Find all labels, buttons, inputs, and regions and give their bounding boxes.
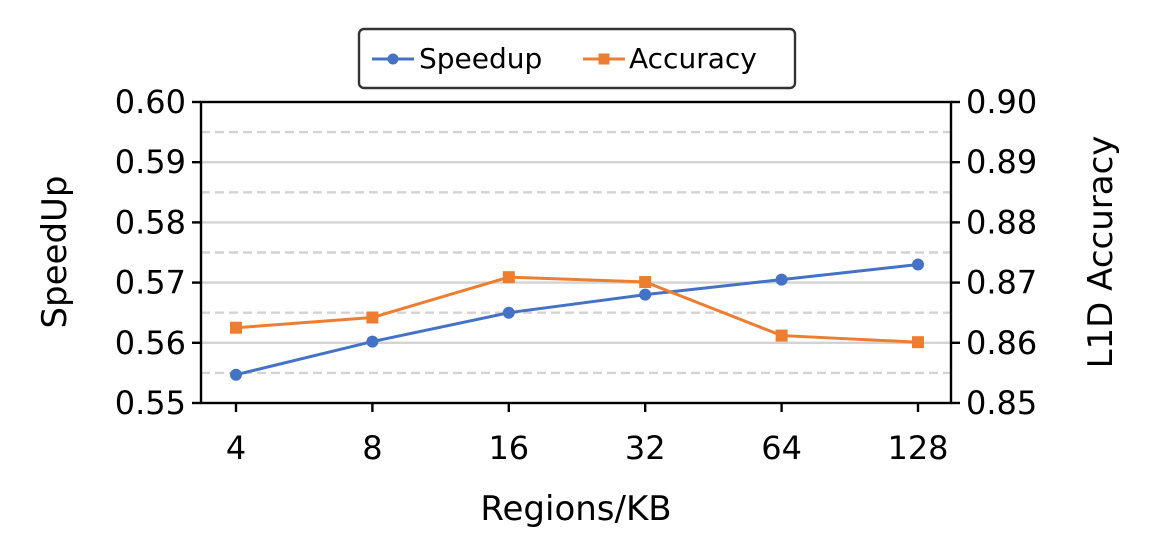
data-point-speedup <box>775 273 788 286</box>
x-tick-label: 8 <box>362 429 382 467</box>
left-y-tick-label: 0.55 <box>115 384 186 422</box>
data-point-speedup <box>502 306 515 319</box>
right-y-tick-label: 0.85 <box>966 384 1037 422</box>
left-y-tick-label: 0.57 <box>115 264 186 302</box>
right-y-tick-label: 0.86 <box>966 324 1037 362</box>
legend-accuracy-marker <box>598 53 610 65</box>
right-y-tick-label: 0.89 <box>966 143 1037 181</box>
legend-speedup-label: Speedup <box>419 42 542 75</box>
x-tick-label: 4 <box>226 429 246 467</box>
legend: Speedup Accuracy <box>357 27 797 90</box>
data-point-accuracy <box>912 336 924 349</box>
left-y-tick-label: 0.58 <box>115 203 186 241</box>
left-y-tick-label: 0.60 <box>115 83 186 121</box>
data-point-accuracy <box>502 271 515 284</box>
data-point-speedup <box>230 368 242 381</box>
series-line-speedup <box>235 263 919 377</box>
data-point-accuracy <box>230 321 242 334</box>
series-accuracy <box>230 271 924 349</box>
x-axis-title: Regions/KB <box>480 489 671 529</box>
left-y-axis-title: SpeedUp <box>35 175 75 328</box>
series-layer <box>230 258 924 381</box>
x-tick-label: 32 <box>625 429 666 467</box>
right-y-tick-label: 0.88 <box>966 203 1037 241</box>
right-y-tick-label: 0.90 <box>966 83 1037 121</box>
data-point-accuracy <box>775 329 788 342</box>
grid <box>201 130 951 375</box>
data-point-speedup <box>366 335 379 348</box>
left-y-tick-label: 0.56 <box>115 324 186 362</box>
data-point-speedup <box>912 258 924 271</box>
series-line-accuracy <box>235 275 919 344</box>
right-y-tick-label: 0.87 <box>966 264 1037 302</box>
data-point-accuracy <box>366 311 379 324</box>
data-point-speedup <box>639 288 652 301</box>
legend-speedup-marker <box>387 53 399 65</box>
axes: 0.55 0.56 0.57 0.58 0.59 0.60 0.85 0.86 0.87 0.88… <box>115 83 1038 467</box>
data-point-accuracy <box>639 275 652 288</box>
legend-accuracy-label: Accuracy <box>629 42 757 75</box>
plot-frame <box>199 100 953 405</box>
x-tick-label: 128 <box>887 429 948 467</box>
series-speedup <box>230 258 924 381</box>
left-y-tick-label: 0.59 <box>115 143 186 181</box>
x-tick-label: 16 <box>488 429 529 467</box>
legend-box <box>357 27 797 90</box>
right-y-axis-title: L1D Accuracy <box>1081 136 1121 369</box>
x-tick-label: 64 <box>761 429 802 467</box>
